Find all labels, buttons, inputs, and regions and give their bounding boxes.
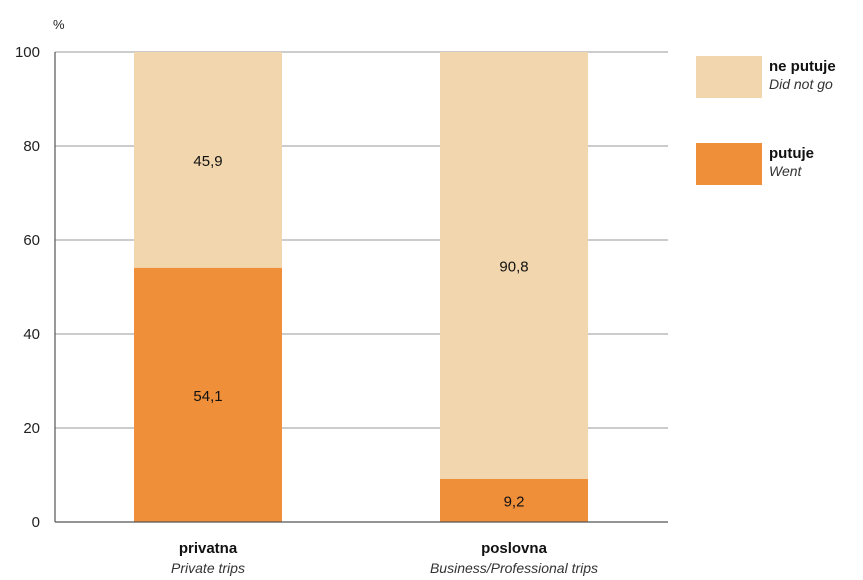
y-tick-label: 0 — [32, 514, 40, 531]
legend-sublabel: Did not go — [769, 76, 833, 92]
y-tick-label: 80 — [23, 138, 40, 155]
category-sublabel: Business/Professional trips — [430, 560, 598, 576]
category-sublabel: Private trips — [171, 560, 245, 576]
data-labels: 54,1 45,9 9,2 90,8 — [193, 153, 528, 511]
data-label: 45,9 — [193, 153, 222, 170]
y-tick-label: 100 — [15, 44, 40, 61]
legend-swatch — [696, 143, 762, 185]
data-label: 54,1 — [193, 388, 222, 405]
legend-sublabel: Went — [769, 163, 803, 179]
legend-swatch — [696, 56, 762, 98]
bar-segment — [440, 52, 588, 479]
bar-segment — [440, 478, 588, 522]
category-label: poslovna — [481, 540, 548, 557]
bar-segment — [134, 267, 282, 522]
category-label: privatna — [179, 540, 238, 557]
legend-label: ne putuje — [769, 58, 836, 75]
y-axis-unit: % — [53, 17, 65, 32]
legend-label: putuje — [769, 145, 814, 162]
data-label: 90,8 — [499, 258, 528, 275]
bars — [134, 52, 588, 522]
y-tick-label: 20 — [23, 420, 40, 437]
axes — [54, 52, 668, 523]
data-label: 9,2 — [504, 493, 525, 510]
bar-segment — [134, 52, 282, 268]
y-tick-label: 40 — [23, 326, 40, 343]
y-tick-labels: 0 20 40 60 80 100 — [15, 44, 40, 531]
y-tick-label: 60 — [23, 232, 40, 249]
category-labels: privatna Private trips poslovna Business/Pr… — [171, 540, 598, 576]
